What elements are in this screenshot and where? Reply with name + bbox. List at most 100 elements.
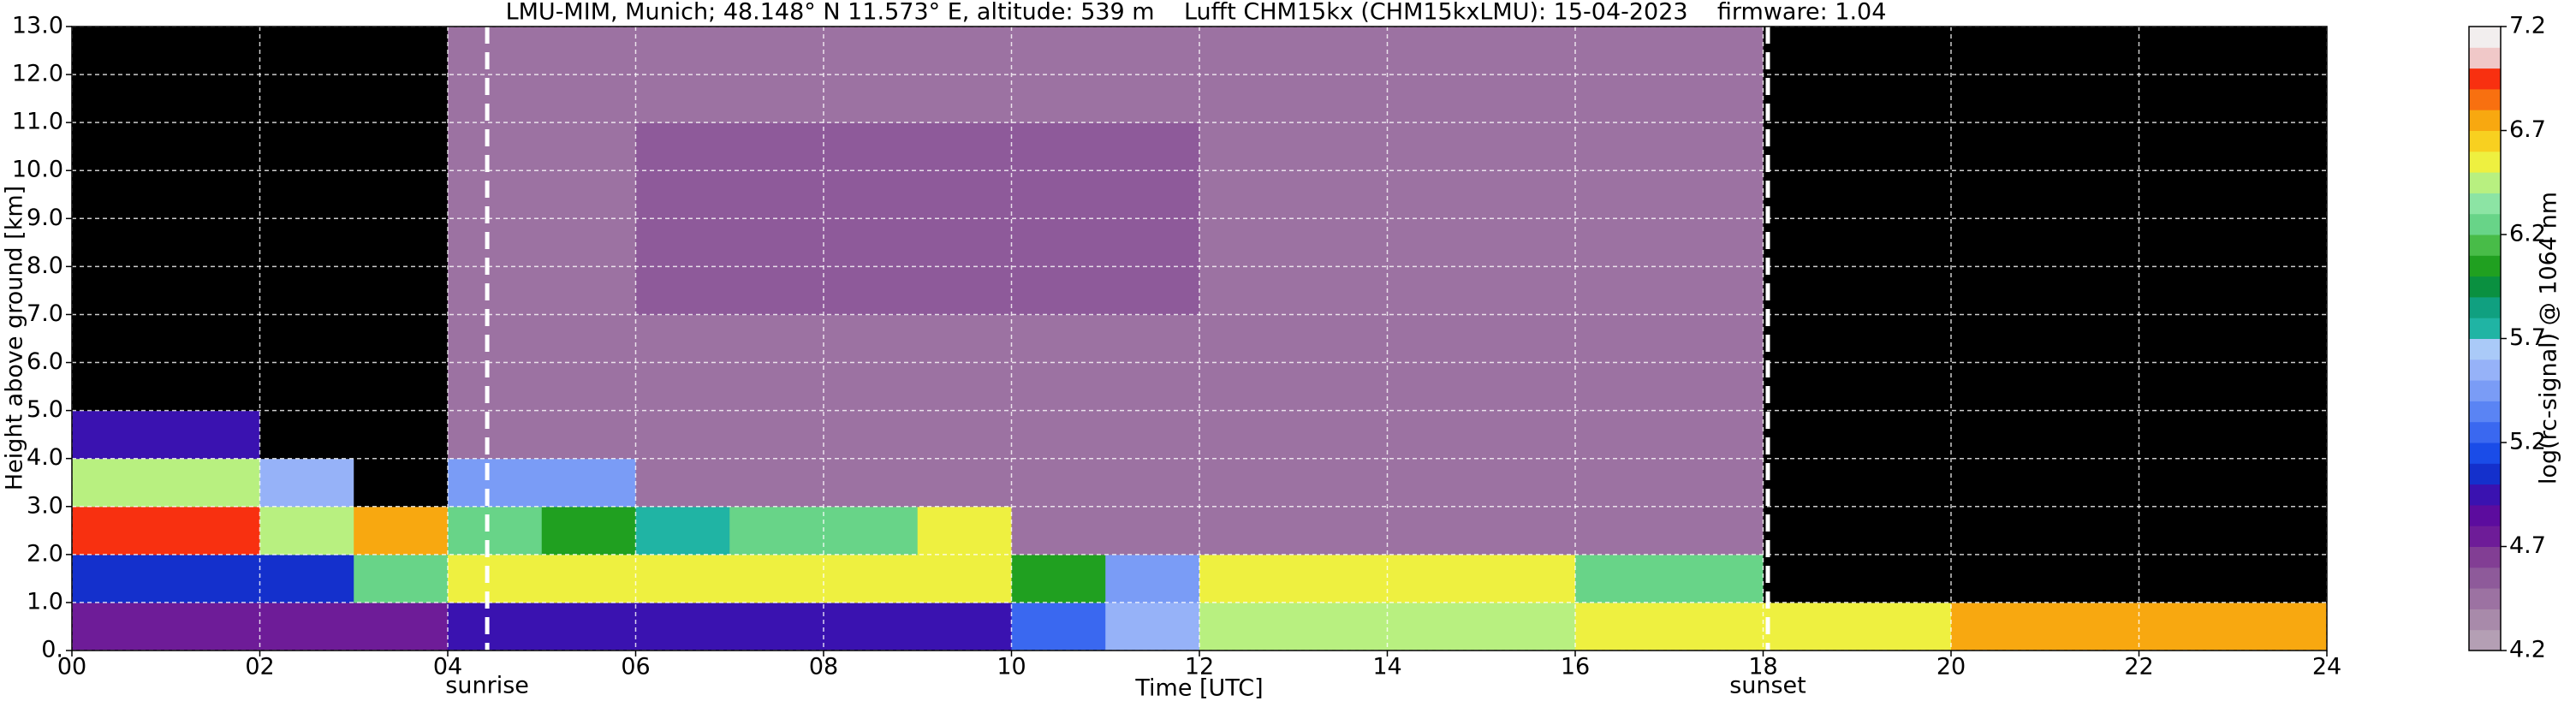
heatmap-cell (1481, 362, 1576, 412)
heatmap-cell (1105, 170, 1200, 219)
heatmap-cell (1199, 362, 1294, 412)
x-tick-label: 24 (2312, 654, 2341, 680)
heatmap-cell (824, 410, 919, 460)
colorbar-swatch (2469, 235, 2501, 256)
heatmap-cell (1481, 410, 1576, 460)
y-tick-label: 4.0 (27, 444, 63, 471)
heatmap-cell (1387, 170, 1482, 219)
heatmap-cell (2044, 602, 2139, 651)
heatmap-cell (2139, 410, 2234, 460)
heatmap-cell (2139, 554, 2234, 603)
x-tick-label: 00 (57, 654, 86, 680)
heatmap-cell (1575, 218, 1670, 267)
heatmap-cell (354, 602, 449, 651)
heatmap-cell (2044, 74, 2139, 123)
heatmap-cell (1857, 27, 1952, 75)
heatmap-cell (1105, 554, 1200, 603)
heatmap-cell (1669, 362, 1764, 412)
heatmap-cell (2139, 458, 2234, 508)
heatmap-cell (824, 27, 919, 75)
x-tick-label: 14 (1372, 654, 1401, 680)
colorbar-swatch (2469, 380, 2501, 401)
heatmap-cell (541, 74, 636, 123)
heatmap-cell (448, 410, 543, 460)
colorbar-swatch (2469, 213, 2501, 235)
heatmap-cell (1951, 410, 2046, 460)
y-tick-label: 9.0 (27, 205, 63, 231)
heatmap-cell (1951, 554, 2046, 603)
heatmap-cell (1011, 458, 1106, 508)
heatmap-cell (1857, 602, 1952, 651)
heatmap-cell (1669, 218, 1764, 267)
heatmap-cell (2139, 27, 2234, 75)
heatmap-cell (2233, 554, 2328, 603)
heatmap-cell (2233, 27, 2328, 75)
heatmap-cell (1481, 602, 1576, 651)
heatmap-cell (1763, 554, 1858, 603)
heatmap-cell (354, 218, 449, 267)
x-tick-label: 16 (1561, 654, 1590, 680)
heatmap-cell (541, 362, 636, 412)
colorbar-swatch (2469, 359, 2501, 381)
heatmap-cell (635, 27, 730, 75)
heatmap-cell (2139, 314, 2234, 364)
heatmap-cell (2044, 506, 2139, 556)
heatmap-cell (635, 602, 730, 651)
heatmap-cell (1951, 122, 2046, 171)
heatmap-cell (2233, 458, 2328, 508)
colorbar-swatch (2469, 443, 2501, 464)
heatmap-cell (1199, 506, 1294, 556)
heatmap-cell (824, 362, 919, 412)
heatmap-cell (1105, 362, 1200, 412)
heatmap-cell (1481, 122, 1576, 171)
heatmap-cell (824, 266, 919, 315)
heatmap-cell (635, 266, 730, 315)
heatmap-cell (1199, 74, 1294, 123)
heatmap-cell (1293, 458, 1388, 508)
heatmap-cell (824, 314, 919, 364)
heatmap-cell (824, 170, 919, 219)
heatmap-cell (259, 554, 354, 603)
heatmap-cell (729, 554, 824, 603)
heatmap-cell (1199, 314, 1294, 364)
heatmap-cell (165, 602, 260, 651)
heatmap-cell (448, 218, 543, 267)
heatmap-cell (1105, 122, 1200, 171)
colorbar-swatch (2469, 401, 2501, 423)
annotation-label: sunset (1729, 673, 1806, 699)
heatmap-cell (1011, 27, 1106, 75)
x-tick-label: 10 (996, 654, 1026, 680)
heatmap-cell (2233, 218, 2328, 267)
y-tick-label: 11.0 (12, 109, 63, 135)
heatmap-cell (1763, 362, 1858, 412)
heatmap-cell (448, 506, 543, 556)
heatmap-cell (1669, 602, 1764, 651)
heatmap-cell (1199, 218, 1294, 267)
heatmap-cell (165, 74, 260, 123)
heatmap-cell (72, 122, 167, 171)
colorbar-label: log(rc-signal) @ 1064 nm (2536, 192, 2562, 484)
heatmap-cell (1199, 266, 1294, 315)
chart-title: LMU-MIM, Munich; 48.148° N 11.573° E, al… (506, 0, 1887, 26)
heatmap-cell (541, 506, 636, 556)
heatmap-cell (72, 74, 167, 123)
heatmap-cell (354, 170, 449, 219)
heatmap-cell (1951, 74, 2046, 123)
heatmap-cell (1011, 314, 1106, 364)
heatmap-cell (1951, 362, 2046, 412)
heatmap-cell (1481, 74, 1576, 123)
heatmap-cell (2044, 554, 2139, 603)
y-tick-label: 8.0 (27, 253, 63, 279)
heatmap-cell (1857, 554, 1952, 603)
heatmap-cell (917, 410, 1012, 460)
heatmap-cell (354, 314, 449, 364)
heatmap-cell (729, 314, 824, 364)
heatmap-cell (354, 74, 449, 123)
heatmap-cell (1763, 218, 1858, 267)
x-tick-label: 04 (433, 654, 462, 680)
heatmap-cell (917, 266, 1012, 315)
heatmap-cell (1575, 170, 1670, 219)
heatmap-cell (1199, 27, 1294, 75)
heatmap-cell (1951, 314, 2046, 364)
